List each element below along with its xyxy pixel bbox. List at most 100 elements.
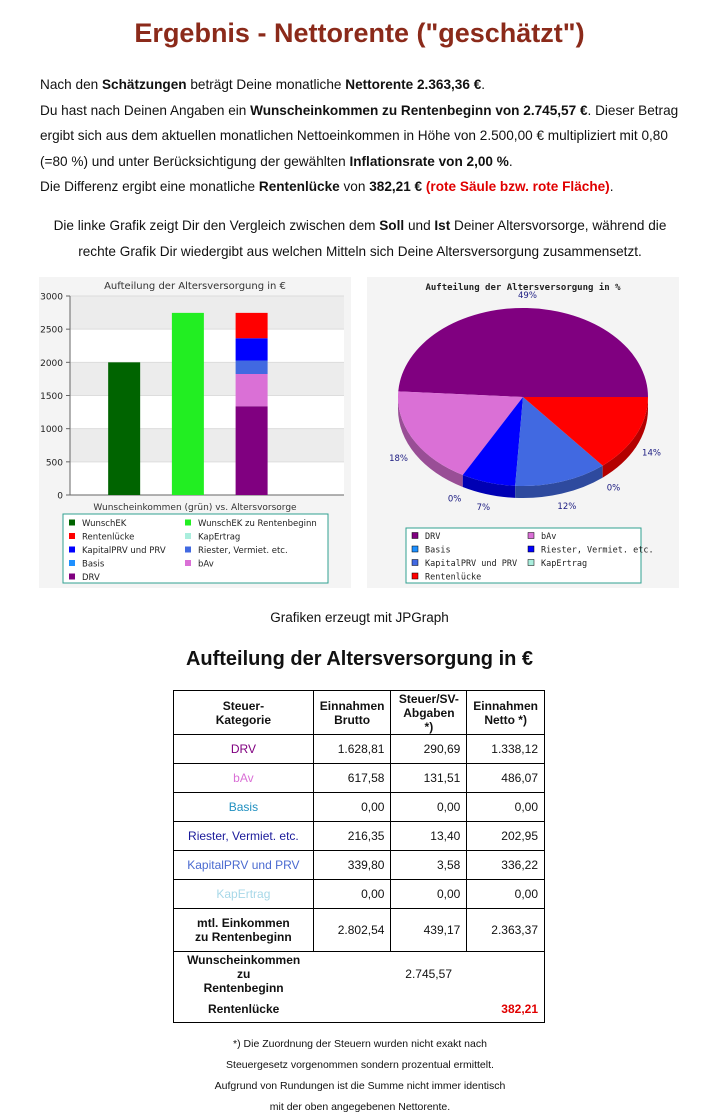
text: . [508, 153, 513, 169]
grid-band [70, 296, 344, 330]
text: Nach den [40, 77, 102, 92]
chart-title: Aufteilung der Altersversorgung in % [425, 282, 621, 293]
bar-segment [235, 360, 268, 374]
legend-box [62, 513, 329, 584]
legend-swatch [411, 532, 419, 539]
legend-label: DRV [425, 532, 440, 542]
x-axis-label: Wunscheinkommen (grün) vs. Altersvorsorg… [93, 503, 297, 513]
table-row: Basis 0,00 0,00 0,00 [173, 792, 545, 822]
bold-text: Ist [434, 218, 451, 233]
bold-text: Nettorente 2.363,36 € [345, 77, 482, 92]
text: beträgt Deine monatliche [186, 77, 346, 92]
legend-label: WunschEK zu Rentenbeginn [198, 519, 317, 529]
amount-cell: 290,69 [390, 734, 468, 764]
legend-swatch [69, 560, 75, 566]
footnote-line: *) Die Zuordnung der Steuern wurden nich… [233, 1038, 487, 1050]
amount-cell: 617,58 [312, 763, 392, 793]
category-cell: DRV [173, 734, 314, 764]
legend-label: WunschEK [82, 519, 127, 529]
y-tick-label: 0 [57, 492, 63, 502]
legend-swatch [411, 572, 419, 580]
y-tick-label: 500 [46, 458, 63, 468]
bold-text: Soll [379, 218, 405, 233]
legend-label: KapitalPRV und PRV [425, 559, 517, 569]
pie-value-label: 0% [607, 484, 621, 494]
pie-value-label: 14% [642, 448, 661, 458]
amount-cell: 3,58 [390, 850, 468, 880]
legend-swatch [69, 519, 75, 526]
bold-text: Wunscheinkommen zu Rentenbeginn von 2.74… [250, 102, 588, 118]
bold-text: 382,21 € [369, 179, 423, 195]
amount-cell: 0,00 [312, 792, 392, 822]
amount-cell: 0,00 [390, 792, 468, 822]
gap-label: Rentenlücke [173, 995, 314, 1023]
amount-cell: 0,00 [390, 879, 468, 909]
gap-amount: 382,21 [313, 995, 546, 1023]
legend-swatch [527, 532, 535, 539]
legend-label: Riester, Vermiet. etc. [198, 546, 288, 556]
pie-slice [515, 397, 603, 486]
paragraph: Die Differenz ergibt eine monatliche Ren… [40, 174, 680, 200]
legend-label: bAv [198, 560, 214, 570]
pie-chart: Aufteilung der Altersversorgung in %49% 1… [367, 277, 679, 588]
amount-cell: 131,51 [390, 763, 468, 793]
paragraph: Nach den Schätzungen beträgt Deine monat… [40, 72, 680, 98]
amount-cell: 1.338,12 [466, 734, 545, 764]
bar-segment [108, 362, 141, 495]
legend-swatch [69, 546, 75, 553]
legend-swatch [69, 573, 75, 580]
text: Die linke Grafik zeigt Dir den Vergleich… [53, 218, 380, 233]
bar-chart: Aufteilung der Altersversorgung in € 0 500… [39, 277, 351, 588]
pie-side [602, 397, 648, 478]
pie-slice [398, 307, 648, 397]
bar-segment [235, 406, 268, 495]
charts-caption: Grafiken erzeugt mit JPGraph [270, 610, 449, 625]
y-tick-label: 2500 [40, 326, 63, 336]
footnote-line: Steuergesetz vorgenommen sondern prozent… [226, 1059, 494, 1071]
text: Deiner Altersvorsorge, während die recht… [78, 218, 667, 259]
legend-swatch [185, 533, 191, 539]
amount-cell: 0,00 [466, 879, 545, 909]
text: Die Differenz ergibt eine monatliche [40, 179, 259, 195]
page-title: Ergebnis - Nettorente ("geschätzt") [134, 18, 585, 48]
category-cell: KapitalPRV und PRV [173, 850, 314, 880]
legend-label: KapitalPRV und PRV [82, 546, 166, 556]
legend-label: Rentenlücke [82, 533, 134, 543]
pie-side [462, 474, 516, 498]
y-tick-label: 3000 [40, 293, 63, 303]
pie-slice [398, 391, 523, 475]
table-title: Aufteilung der Altersversorgung in € [185, 648, 534, 670]
legend-label: Riester, Vermiet. etc. [541, 546, 654, 556]
pie-slice [523, 397, 648, 466]
category-cell: bAv [173, 763, 314, 793]
amount-cell: 0,00 [466, 792, 545, 822]
pie-value-label: 7% [477, 503, 491, 513]
footnote: *) Die Zuordnung der Steuern wurden nich… [160, 1034, 560, 1118]
legend-swatch [185, 519, 191, 526]
pie-value-label: 12% [557, 502, 576, 512]
pie-value-label: 18% [389, 454, 408, 464]
amount-cell: 486,07 [466, 763, 545, 793]
category-cell: Riester, Vermiet. etc. [173, 821, 314, 851]
pie-value-label: 49% [518, 291, 537, 301]
bold-text: Inflationsrate von 2,00 % [349, 153, 509, 169]
header-cell: Einnahmen Brutto [312, 690, 392, 735]
wish-label: Wunscheinkommen zu Rentenbeginn [173, 951, 314, 995]
gap-row: Rentenlücke 382,21 [173, 995, 546, 1023]
table-row: Riester, Vermiet. etc. 216,35 13,40 202,95 [173, 821, 545, 851]
y-tick-label: 1000 [40, 425, 63, 435]
text: und [404, 218, 435, 233]
amount-cell: 339,80 [312, 850, 392, 880]
paragraph: Du hast nach Deinen Angaben ein Wunschei… [40, 98, 680, 175]
amount-cell: 1.628,81 [312, 734, 392, 764]
bar-segment [235, 312, 268, 339]
category-cell: KapErtrag [173, 879, 314, 909]
bar-segment [235, 373, 268, 407]
legend-swatch [411, 559, 419, 566]
chart-title: Aufteilung der Altersversorgung in € [104, 281, 286, 292]
y-tick-label: 1500 [40, 392, 63, 402]
legend-label: DRV [82, 573, 100, 583]
pie-side [398, 397, 463, 487]
total-amount: 439,17 [390, 908, 468, 952]
bold-text: Schätzungen [101, 77, 187, 92]
